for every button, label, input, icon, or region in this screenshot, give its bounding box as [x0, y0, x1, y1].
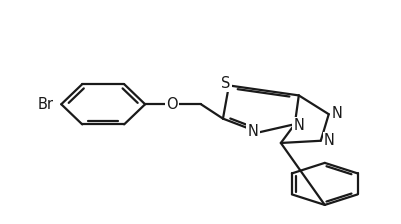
Text: N: N	[247, 124, 258, 139]
Text: N: N	[331, 106, 342, 121]
Text: Br: Br	[38, 97, 54, 112]
Text: N: N	[293, 118, 304, 133]
Text: N: N	[323, 133, 334, 148]
Text: S: S	[221, 76, 230, 91]
Text: O: O	[166, 97, 177, 112]
